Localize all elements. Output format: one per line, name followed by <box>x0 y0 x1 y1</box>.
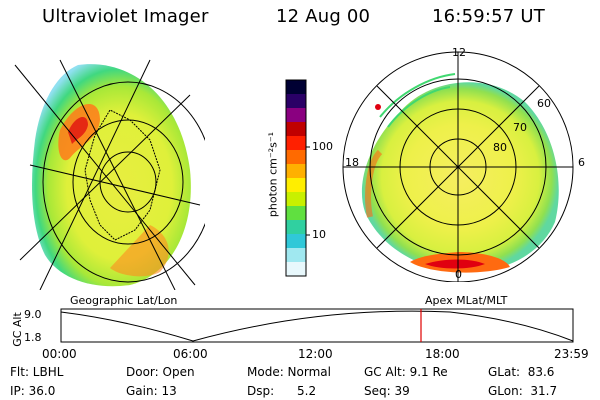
mlat-label-80: 80 <box>493 141 507 154</box>
color-scale-label-100: 100 <box>312 140 333 153</box>
color-scale-band <box>286 248 306 263</box>
timeline-y-axis: GC Alt 9.0 1.8 <box>6 308 46 348</box>
timeline-x-tick-0: 00:00 <box>42 347 77 361</box>
polar-grid <box>342 51 574 282</box>
color-scale-label-10: 10 <box>312 228 326 241</box>
gc-altitude-value: GC Alt: 9.1 Re <box>364 365 448 379</box>
color-scale-unit: photon cm⁻²s⁻¹ <box>266 131 280 218</box>
color-scale-band <box>286 136 306 151</box>
door-value: Door: Open <box>126 365 195 379</box>
color-scale-band <box>286 178 306 193</box>
mlt-label-18: 18 <box>345 156 359 169</box>
geographic-image <box>14 59 205 290</box>
left-panel-label: Geographic Lat/Lon <box>70 294 178 307</box>
polar-arc-dusk <box>365 149 383 218</box>
timeline-frame <box>60 308 574 343</box>
orbit-altitude-curve <box>60 310 574 342</box>
dsp-value: Dsp: 5.2 <box>247 384 317 398</box>
geo-arc-lower <box>110 225 169 277</box>
apex-polar-image <box>342 51 574 282</box>
mlt-label-6: 6 <box>578 156 585 169</box>
mode-value: Mode: Normal <box>247 365 331 379</box>
color-scale-band <box>286 122 306 137</box>
gc-altitude-timeline <box>60 308 574 343</box>
polar-dayside-arcs <box>379 73 456 128</box>
color-scale-band <box>286 94 306 109</box>
timeline-x-tick-2: 12:00 <box>298 347 333 361</box>
mlat-label-60: 60 <box>537 97 551 110</box>
color-scale-band <box>286 164 306 179</box>
color-scale-frame <box>285 79 307 277</box>
image-time: 16:59:57 UT <box>432 6 545 27</box>
ip-value: IP: 36.0 <box>10 384 56 398</box>
timeline-y-tick-top: 9.0 <box>24 308 42 321</box>
color-scale-band <box>286 108 306 123</box>
polar-hotspot <box>375 104 381 110</box>
color-scale-band <box>286 220 306 235</box>
gain-value: Gain: 13 <box>126 384 177 398</box>
mlt-label-0: 0 <box>455 268 462 281</box>
polar-oval <box>361 82 559 273</box>
color-scale-band <box>286 80 306 95</box>
glon-value: GLon: 31.7 <box>488 384 558 398</box>
glat-value: GLat: 83.6 <box>488 365 555 379</box>
color-scale-band <box>286 192 306 207</box>
mlat-label-70: 70 <box>513 121 527 134</box>
polar-arc-peak <box>425 259 485 269</box>
color-scale <box>285 79 310 277</box>
timeline-y-tick-bottom: 1.8 <box>24 331 42 344</box>
filter-value: Flt: LBHL <box>10 365 64 379</box>
timeline-x-tick-3: 18:00 <box>425 347 460 361</box>
mlt-label-12: 12 <box>452 46 466 59</box>
timeline-y-label: GC Alt <box>10 312 24 347</box>
geo-grid <box>14 59 205 290</box>
color-scale-band <box>286 262 306 277</box>
color-scale-band <box>286 206 306 221</box>
sequence-value: Seq: 39 <box>364 384 410 398</box>
geo-coastline <box>84 109 161 241</box>
timeline-x-tick-4: 23:59 <box>554 347 589 361</box>
color-scale-band <box>286 150 306 165</box>
geo-arc-peak <box>68 116 88 144</box>
right-panel-label: Apex MLat/MLT <box>425 294 508 307</box>
image-date: 12 Aug 00 <box>276 6 371 27</box>
timeline-x-tick-1: 06:00 <box>173 347 208 361</box>
color-scale-band <box>286 234 306 249</box>
instrument-title: Ultraviolet Imager <box>42 6 209 27</box>
